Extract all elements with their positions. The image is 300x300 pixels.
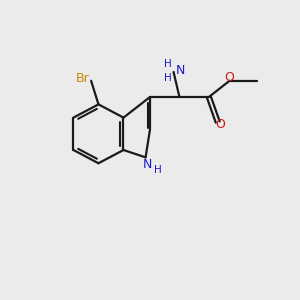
Text: H: H <box>164 59 172 69</box>
Text: H: H <box>154 165 162 175</box>
Text: N: N <box>175 64 185 77</box>
Text: O: O <box>225 71 234 84</box>
Text: O: O <box>216 118 226 131</box>
Text: H: H <box>164 74 172 83</box>
Text: Br: Br <box>76 72 90 85</box>
Text: N: N <box>142 158 152 171</box>
